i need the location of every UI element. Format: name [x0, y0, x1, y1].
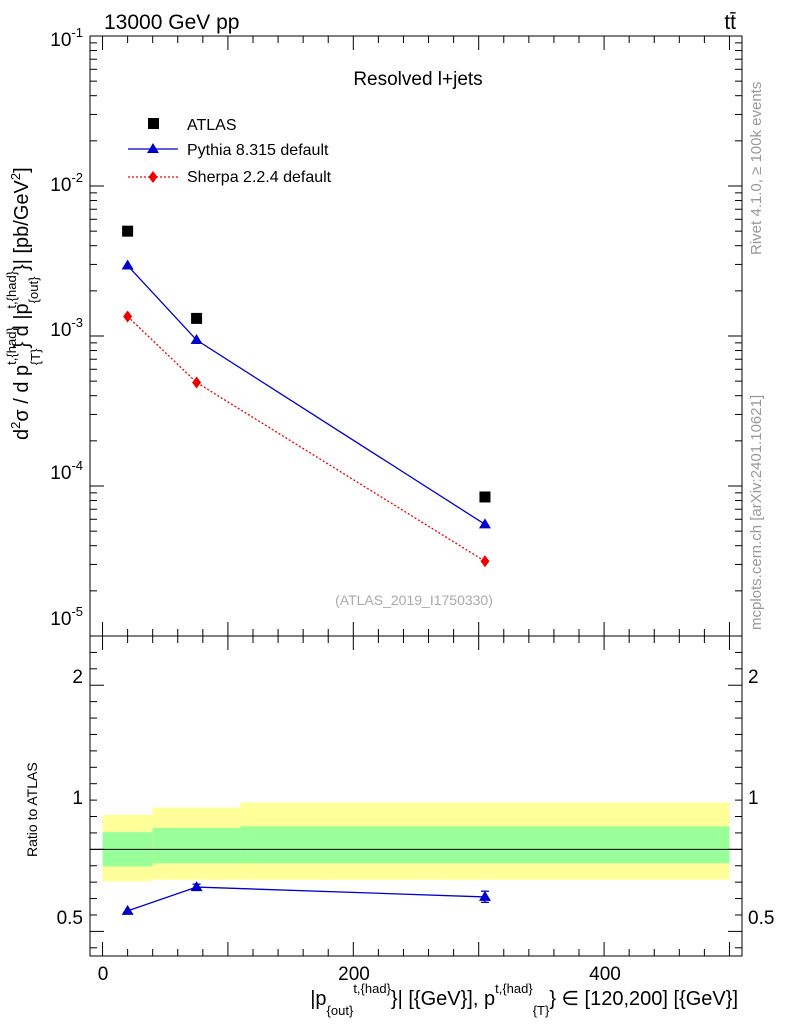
ratio-panel: 2 1 0.5 2 1 0.5 Ratio to ATLAS 0 200 400…: [24, 635, 774, 1018]
atlas-point-1: [191, 312, 203, 324]
sherpa-point-2: [480, 555, 490, 568]
ytick-label-1e-1: 10-1: [50, 25, 83, 51]
xtick-label-400: 400: [589, 964, 621, 985]
ratio-ytick-label-0.5-right: 0.5: [748, 908, 774, 929]
process-label: tt̄: [724, 11, 736, 34]
mcplots-label: mcplots.cern.ch [arXiv:2401.10621]: [748, 395, 765, 630]
ratio-frame: [89, 635, 743, 957]
legend-label-atlas: ATLAS: [187, 117, 237, 134]
pythia-point-1: [190, 334, 203, 345]
x-axis-label: |p{out}t,{had}}| [{GeV}], pt,{had}{T}} ∈…: [310, 981, 738, 1018]
atlas-point-0: [122, 225, 134, 237]
ytick-label-1e-2: 10-2: [50, 170, 83, 196]
ratio-point-0: [121, 904, 134, 915]
analysis-watermark: (ATLAS_2019_I1750330): [335, 592, 493, 608]
pythia-point-2: [478, 518, 491, 529]
legend-marker-atlas: [148, 118, 159, 129]
rivet-label: Rivet 4.1.0, ≥ 100k events: [748, 82, 765, 255]
ratio-ytick-label-0.5: 0.5: [57, 908, 83, 929]
main-ytick-labels: 10-1 10-2 10-3 10-4 10-5: [50, 25, 83, 630]
ratio-series-layer: [121, 881, 491, 915]
ratio-ytick-label-2-right: 2: [748, 667, 759, 688]
ratio-axis-ticks: [90, 636, 742, 956]
main-panel: Resolved l+jets (ATLAS_2019_I1750330) 10…: [4, 25, 743, 637]
sherpa-point-1: [192, 376, 202, 389]
ratio-ytick-label-2: 2: [72, 667, 83, 688]
ratio-uncertainty-bands: [90, 802, 742, 882]
ytick-label-1e-3: 10-3: [50, 315, 83, 341]
legend-label-pythia: Pythia 8.315 default: [187, 142, 329, 159]
ratio-ylabel: Ratio to ATLAS: [24, 762, 40, 857]
legend-label-sherpa: Sherpa 2.2.4 default: [187, 169, 332, 186]
xtick-label-0: 0: [98, 964, 109, 985]
legend-marker-sherpa: [148, 171, 158, 183]
series-line-1: [127, 265, 486, 525]
main-ylabel: d2σ / d pt,{had} {T}} d |p{out}t,{had}}| …: [4, 167, 43, 440]
series-line-2: [127, 315, 486, 562]
ratio-point-2: [478, 890, 491, 901]
band-green-2: [240, 826, 730, 864]
ytick-label-1e-4: 10-4: [50, 458, 83, 484]
ratio-ytick-label-1-right: 1: [748, 788, 759, 809]
ratio-line-0: [127, 886, 485, 912]
xtick-label-200: 200: [338, 964, 370, 985]
energy-label: 13000 GeV pp: [104, 11, 239, 34]
band-green-1: [152, 828, 241, 864]
legend-marker-pythia: [147, 143, 159, 153]
chart-title: Resolved l+jets: [353, 69, 482, 90]
ratio-ytick-label-1: 1: [72, 788, 83, 809]
sherpa-point-0: [123, 310, 133, 323]
legend: ATLAS Pythia 8.315 default Sherpa 2.2.4 …: [128, 117, 332, 186]
main-series-layer: [121, 225, 491, 568]
pythia-point-0: [121, 259, 134, 270]
ratio-point-1: [190, 881, 203, 892]
ytick-label-1e-5: 10-5: [50, 604, 83, 630]
atlas-point-2: [479, 491, 491, 503]
main-axis-ticks: [90, 35, 742, 637]
